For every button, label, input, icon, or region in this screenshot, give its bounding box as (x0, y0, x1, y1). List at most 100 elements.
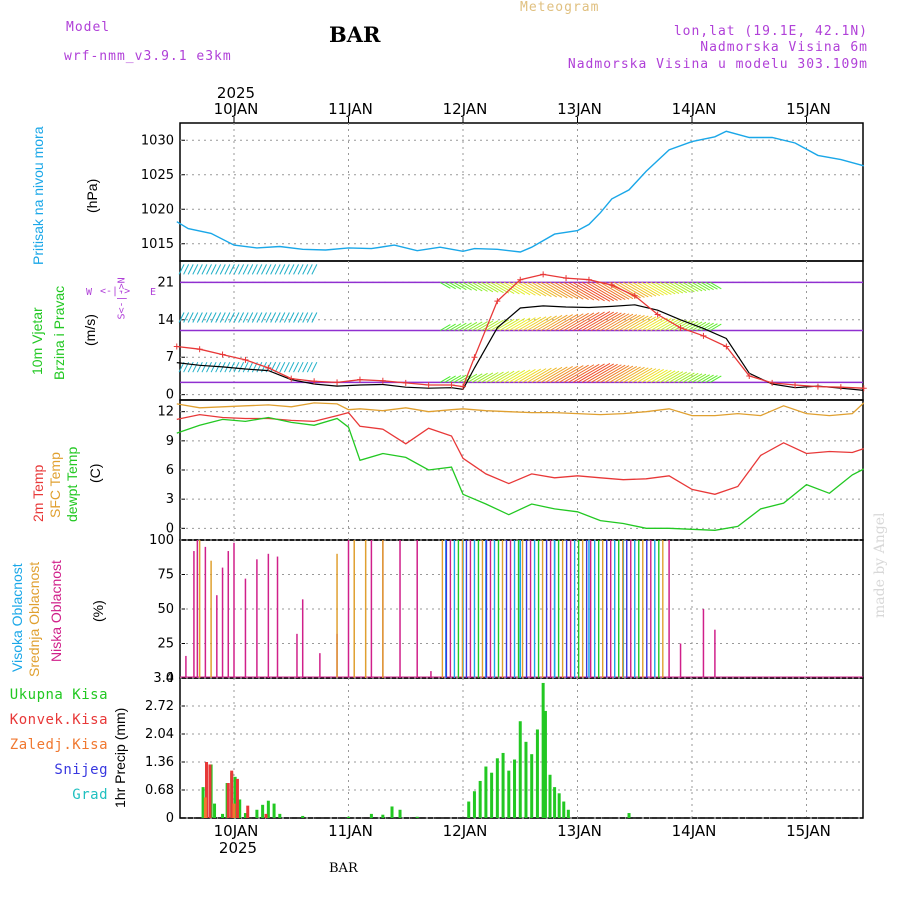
wind-barb (444, 281, 456, 290)
wind-barb (668, 281, 687, 294)
wind-barb (650, 369, 672, 383)
wind-gust-marker (585, 276, 592, 283)
wind-barb (590, 312, 622, 331)
wind-barb (458, 281, 472, 291)
wind-barb-early (206, 361, 212, 373)
y-tick-label: 6 (166, 463, 174, 478)
wind-barb (453, 374, 467, 383)
wind-gust-marker (265, 364, 272, 371)
wind-barb (545, 366, 573, 383)
wind-barb-early (233, 264, 240, 275)
wind-barb (696, 374, 711, 383)
y-tick-label: 2.04 (145, 727, 174, 742)
wind-barb (481, 281, 499, 293)
wind-barb-early (302, 361, 309, 373)
wind-barb (540, 314, 568, 331)
wind-barb (682, 281, 699, 292)
precip-bar (513, 759, 517, 818)
wind-barb (687, 373, 703, 383)
wind-barb (673, 372, 691, 383)
wind-barb-early (288, 312, 295, 323)
wind-barb (453, 281, 467, 291)
wind-barb-early (302, 312, 309, 323)
wind-gust-marker (402, 379, 409, 386)
precip-bar (201, 787, 205, 818)
wind-barb-early (215, 312, 222, 323)
model-label: Model (66, 20, 111, 35)
y-tick-label: 1020 (141, 202, 174, 217)
wind-gust-marker (837, 384, 844, 391)
wind-barb (627, 281, 653, 297)
coords-text: lon,lat (19.1E, 42.1N) (673, 24, 868, 39)
wind-barb (549, 365, 579, 383)
y-tick-label: 14 (157, 313, 174, 328)
wind-barb (517, 368, 542, 383)
panel-frame (179, 122, 864, 262)
bottom-year-label: 2025 (219, 839, 257, 857)
wind-barb-early (270, 312, 277, 323)
wind-barb (613, 366, 641, 383)
precip-bar (203, 797, 207, 818)
wind-barb (700, 374, 714, 383)
wind-barb (581, 281, 614, 302)
wind-barb-early (288, 264, 295, 275)
precip-bar (246, 805, 250, 818)
wind-barb (705, 281, 718, 290)
y-tick-label: 1.36 (145, 755, 174, 770)
legend-konvek: Konvek.Kisa (9, 712, 108, 728)
wind-barb-early (247, 312, 254, 323)
wind-barb-early (196, 264, 203, 275)
y-tick-label: 9 (166, 434, 174, 449)
wind-barb-early (283, 361, 290, 373)
wind-barb (444, 323, 456, 331)
wind-barb-early (196, 361, 203, 373)
wind-compass-e: E (150, 287, 157, 298)
precip-bar (484, 766, 488, 818)
precip-bar (208, 764, 212, 818)
wind-barb (471, 372, 488, 383)
precip-bar (398, 809, 402, 818)
wind-barb-early (293, 361, 299, 373)
wind-barb (517, 281, 542, 297)
wind-barb (696, 322, 711, 331)
top-date-label: 11JAN (328, 100, 373, 118)
wind-barb (439, 324, 451, 331)
wind-barb (545, 281, 573, 299)
y-tick-label: 100 (149, 533, 174, 548)
wind-barb-early (297, 264, 304, 275)
wind-barb (554, 281, 584, 300)
y-tick-label: 0 (166, 521, 174, 536)
wind-barb-early (270, 264, 277, 275)
bottom-date-label: 12JAN (443, 822, 488, 840)
wind-gust-marker (173, 343, 180, 350)
precip-bar (230, 770, 234, 818)
wind-barb (568, 281, 600, 301)
wind-barb (554, 365, 584, 383)
wind-barb (618, 315, 645, 331)
wind-gust-marker (379, 377, 386, 384)
wind-barb (710, 323, 722, 331)
wind-barb (609, 314, 638, 331)
elevation-text: Nadmorska Visina 6m (700, 40, 868, 55)
wind-gust-marker (631, 292, 638, 299)
precip-bar (467, 801, 471, 818)
precip-bar (478, 780, 482, 818)
wind-gust-marker (723, 343, 730, 350)
wind-barb-early (183, 312, 190, 323)
precip-bar (566, 809, 570, 818)
wind-barb-early (206, 264, 212, 275)
wind-barb (449, 323, 462, 331)
wind-gust-marker (311, 378, 318, 385)
wind-barb-early (178, 312, 185, 323)
wind-gust-marker (814, 383, 821, 390)
wind-barb (645, 369, 668, 383)
wind-barb-early (219, 312, 226, 323)
y-tick-label: 0.68 (145, 783, 174, 798)
wind-barb (526, 315, 552, 331)
wind-barb (499, 281, 520, 295)
wind-gust-marker (334, 379, 341, 386)
wind-barb (517, 316, 542, 331)
temp-sfc-temp-line (176, 402, 865, 417)
wind-gust-marker (242, 356, 249, 363)
wind-barb (508, 369, 531, 383)
